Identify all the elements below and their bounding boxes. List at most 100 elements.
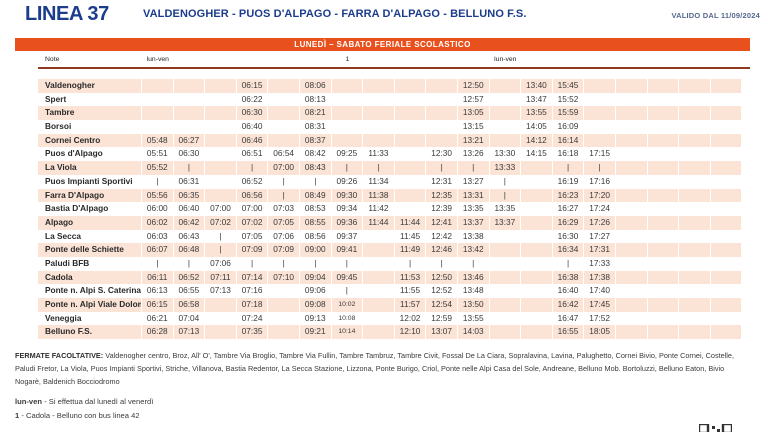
time-cell bbox=[363, 256, 395, 271]
time-cell: 14:12 bbox=[521, 133, 553, 148]
table-row: Belluno F.S. 06:28 07:13 07:35 09:21 10:14 12:… bbox=[38, 325, 743, 340]
time-cell bbox=[615, 298, 648, 312]
time-cell bbox=[395, 147, 427, 162]
stop-name: Ponte n. Alpi S. Caterina bbox=[38, 284, 142, 298]
time-cell: 08:56 bbox=[300, 229, 332, 244]
time-cell: 06:15 bbox=[142, 298, 174, 312]
time-cell: | bbox=[457, 161, 490, 175]
time-cell bbox=[521, 215, 553, 230]
time-cell bbox=[521, 256, 553, 271]
optional-stops-list: Valdenogher centro, Broz, All' O', Tambr… bbox=[15, 351, 735, 386]
time-cell bbox=[616, 92, 648, 107]
time-cell: 17:26 bbox=[584, 215, 616, 230]
table-row: La Viola 05:52 | | 07:00 08:43 | | | | 13:33 | | bbox=[38, 161, 743, 175]
time-cell: 06:40 bbox=[237, 120, 269, 134]
time-cell: 05:56 bbox=[142, 188, 174, 203]
time-cell bbox=[647, 298, 680, 312]
time-cell: 06:02 bbox=[142, 215, 174, 230]
time-cell: 07:09 bbox=[268, 243, 300, 257]
time-cell bbox=[363, 284, 395, 298]
time-cell: 17:38 bbox=[584, 270, 616, 285]
time-cell: 18:05 bbox=[584, 325, 616, 340]
time-cell: 06:07 bbox=[142, 243, 174, 257]
time-cell bbox=[679, 229, 711, 244]
time-cell bbox=[426, 79, 458, 93]
stop-name: Cadola bbox=[38, 270, 142, 285]
time-cell: 09:30 bbox=[331, 188, 364, 203]
table-row: Ponte n. Alpi Viale Dolomiti 06:15 06:58 07… bbox=[38, 298, 743, 312]
time-cell: 08:06 bbox=[299, 79, 332, 93]
time-cell bbox=[679, 133, 711, 148]
time-cell: 08:21 bbox=[299, 106, 332, 121]
time-cell: | bbox=[300, 256, 332, 271]
time-cell: 12:31 bbox=[426, 174, 458, 189]
time-cell bbox=[205, 188, 237, 203]
time-cell: 05:51 bbox=[142, 147, 174, 162]
time-cell bbox=[679, 106, 711, 121]
time-cell bbox=[142, 79, 174, 93]
time-cell bbox=[394, 161, 427, 175]
time-cell bbox=[648, 311, 680, 326]
time-cell: 08:55 bbox=[299, 215, 332, 230]
time-cell bbox=[142, 106, 174, 121]
time-cell: 17:24 bbox=[584, 202, 616, 216]
time-cell bbox=[711, 174, 743, 189]
time-cell bbox=[648, 174, 680, 189]
time-cell bbox=[268, 92, 300, 107]
time-cell bbox=[647, 161, 680, 175]
time-cell bbox=[679, 215, 711, 230]
time-cell: 16:42 bbox=[552, 298, 585, 312]
table-row: Cadola 06:11 06:52 07:11 07:14 07:10 09:04 09:4… bbox=[38, 270, 743, 285]
stop-name: Veneggia bbox=[38, 311, 142, 326]
time-cell: 07:03 bbox=[268, 202, 300, 216]
time-cell bbox=[268, 325, 300, 340]
table-row: Bastia D'Alpago 06:00 06:40 07:00 07:00 07:03… bbox=[38, 202, 743, 216]
time-cell: 13:46 bbox=[457, 270, 490, 285]
route-title: VALDENOGHER - PUOS D'ALPAGO - FARRA D'AL… bbox=[143, 8, 527, 20]
time-cell bbox=[710, 161, 743, 175]
table-row: Valdenogher 06:15 08:06 12:50 13:40 15:45 bbox=[38, 79, 743, 93]
note-cell bbox=[205, 54, 237, 65]
time-cell: 08:53 bbox=[300, 202, 332, 216]
time-cell: 06:40 bbox=[174, 202, 206, 216]
table-row: Spert 06:22 08:13 12:57 13:47 15:52 bbox=[38, 92, 743, 107]
time-cell bbox=[205, 79, 237, 93]
note-cell bbox=[300, 54, 332, 65]
note-cell bbox=[426, 54, 458, 65]
time-cell bbox=[648, 120, 680, 134]
time-cell: 06:21 bbox=[142, 311, 174, 326]
table-row: Farra D'Alpago 05:56 06:35 06:56 | 08:49 09:30… bbox=[38, 188, 743, 203]
time-cell bbox=[710, 188, 743, 203]
time-cell bbox=[648, 92, 680, 107]
time-cell bbox=[616, 202, 648, 216]
time-cell bbox=[679, 243, 711, 257]
note-cell: lun-ven bbox=[146, 56, 169, 63]
time-cell bbox=[648, 202, 680, 216]
time-cell bbox=[584, 106, 616, 121]
time-cell bbox=[616, 174, 648, 189]
time-cell: | bbox=[489, 188, 522, 203]
time-cell bbox=[332, 92, 364, 107]
time-cell bbox=[426, 92, 458, 107]
time-cell: 06:51 bbox=[237, 147, 269, 162]
time-cell bbox=[679, 92, 711, 107]
time-cell bbox=[490, 311, 522, 326]
time-cell bbox=[205, 92, 237, 107]
time-cell: 06:43 bbox=[174, 229, 206, 244]
time-cell bbox=[142, 92, 174, 107]
time-cell: | bbox=[205, 243, 237, 257]
time-cell bbox=[363, 311, 395, 326]
table-row: Borsoi 06:40 08:31 13:15 14:05 16:09 bbox=[38, 120, 743, 134]
time-cell: 06:28 bbox=[142, 325, 174, 340]
time-cell: 07:14 bbox=[236, 270, 269, 285]
stop-name: Belluno F.S. bbox=[38, 325, 142, 340]
time-cell bbox=[679, 270, 711, 285]
time-cell bbox=[711, 147, 743, 162]
time-cell: 09:08 bbox=[299, 298, 332, 312]
stop-name: Bastia D'Alpago bbox=[38, 202, 142, 216]
time-cell: 08:37 bbox=[299, 133, 332, 148]
time-cell bbox=[490, 229, 522, 244]
note-cell bbox=[174, 54, 206, 65]
stop-name: Puos Impianti Sportivi bbox=[38, 174, 142, 189]
